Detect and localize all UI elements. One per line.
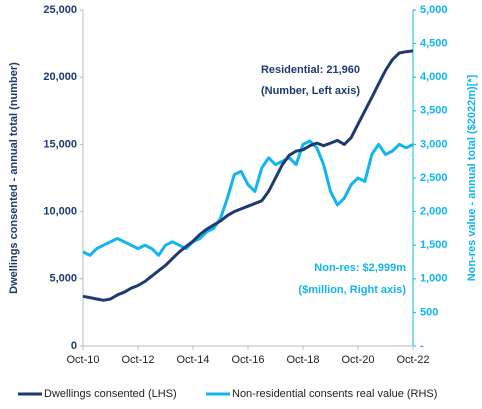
legend-label: Dwellings consented (LHS) bbox=[44, 388, 177, 400]
y2-tick-label: 4,500 bbox=[420, 38, 448, 50]
annotation: ($million, Right axis) bbox=[298, 284, 406, 296]
y2-tick-label: 5,000 bbox=[420, 4, 448, 16]
x-tick-label: Oct-14 bbox=[176, 354, 209, 366]
series-line bbox=[82, 139, 414, 257]
y2-tick-label: 3,500 bbox=[420, 105, 448, 117]
y2-tick-label: 1,000 bbox=[420, 273, 448, 285]
annotation: Non-res: $2,999m bbox=[314, 262, 406, 274]
y2-tick-label: 500 bbox=[420, 306, 438, 318]
x-tick-label: Oct-12 bbox=[121, 354, 154, 366]
y-axis-title: Dwellings consented - annual total (numb… bbox=[8, 62, 20, 294]
y-tick-label: 15,000 bbox=[43, 138, 77, 150]
y-tick-label: 10,000 bbox=[43, 206, 77, 218]
y-tick-label: 20,000 bbox=[43, 71, 77, 83]
legend-label: Non-residential consents real value (RHS… bbox=[232, 388, 437, 400]
y2-tick-label: 3,000 bbox=[420, 138, 448, 150]
y-tick-label: 25,000 bbox=[43, 4, 77, 16]
y2-tick-label: 1,500 bbox=[420, 239, 448, 251]
y2-tick-label: - bbox=[420, 340, 424, 352]
x-tick-label: Oct-20 bbox=[341, 354, 374, 366]
x-tick-label: Oct-16 bbox=[231, 354, 264, 366]
y-tick-label: 0 bbox=[71, 340, 77, 352]
x-tick-label: Oct-22 bbox=[396, 354, 429, 366]
annotation: (Number, Left axis) bbox=[261, 85, 360, 97]
y2-tick-label: 2,500 bbox=[420, 172, 448, 184]
y2-tick-label: 4,000 bbox=[420, 71, 448, 83]
x-tick-label: Oct-10 bbox=[66, 354, 99, 366]
y-tick-label: 5,000 bbox=[49, 273, 77, 285]
y2-tick-label: 2,000 bbox=[420, 206, 448, 218]
series-line bbox=[82, 49, 414, 302]
y2-axis-title: Non-res value - annual total ($2022m)[*] bbox=[466, 74, 478, 281]
x-tick-label: Oct-18 bbox=[286, 354, 319, 366]
annotation: Residential: 21,960 bbox=[261, 64, 360, 76]
